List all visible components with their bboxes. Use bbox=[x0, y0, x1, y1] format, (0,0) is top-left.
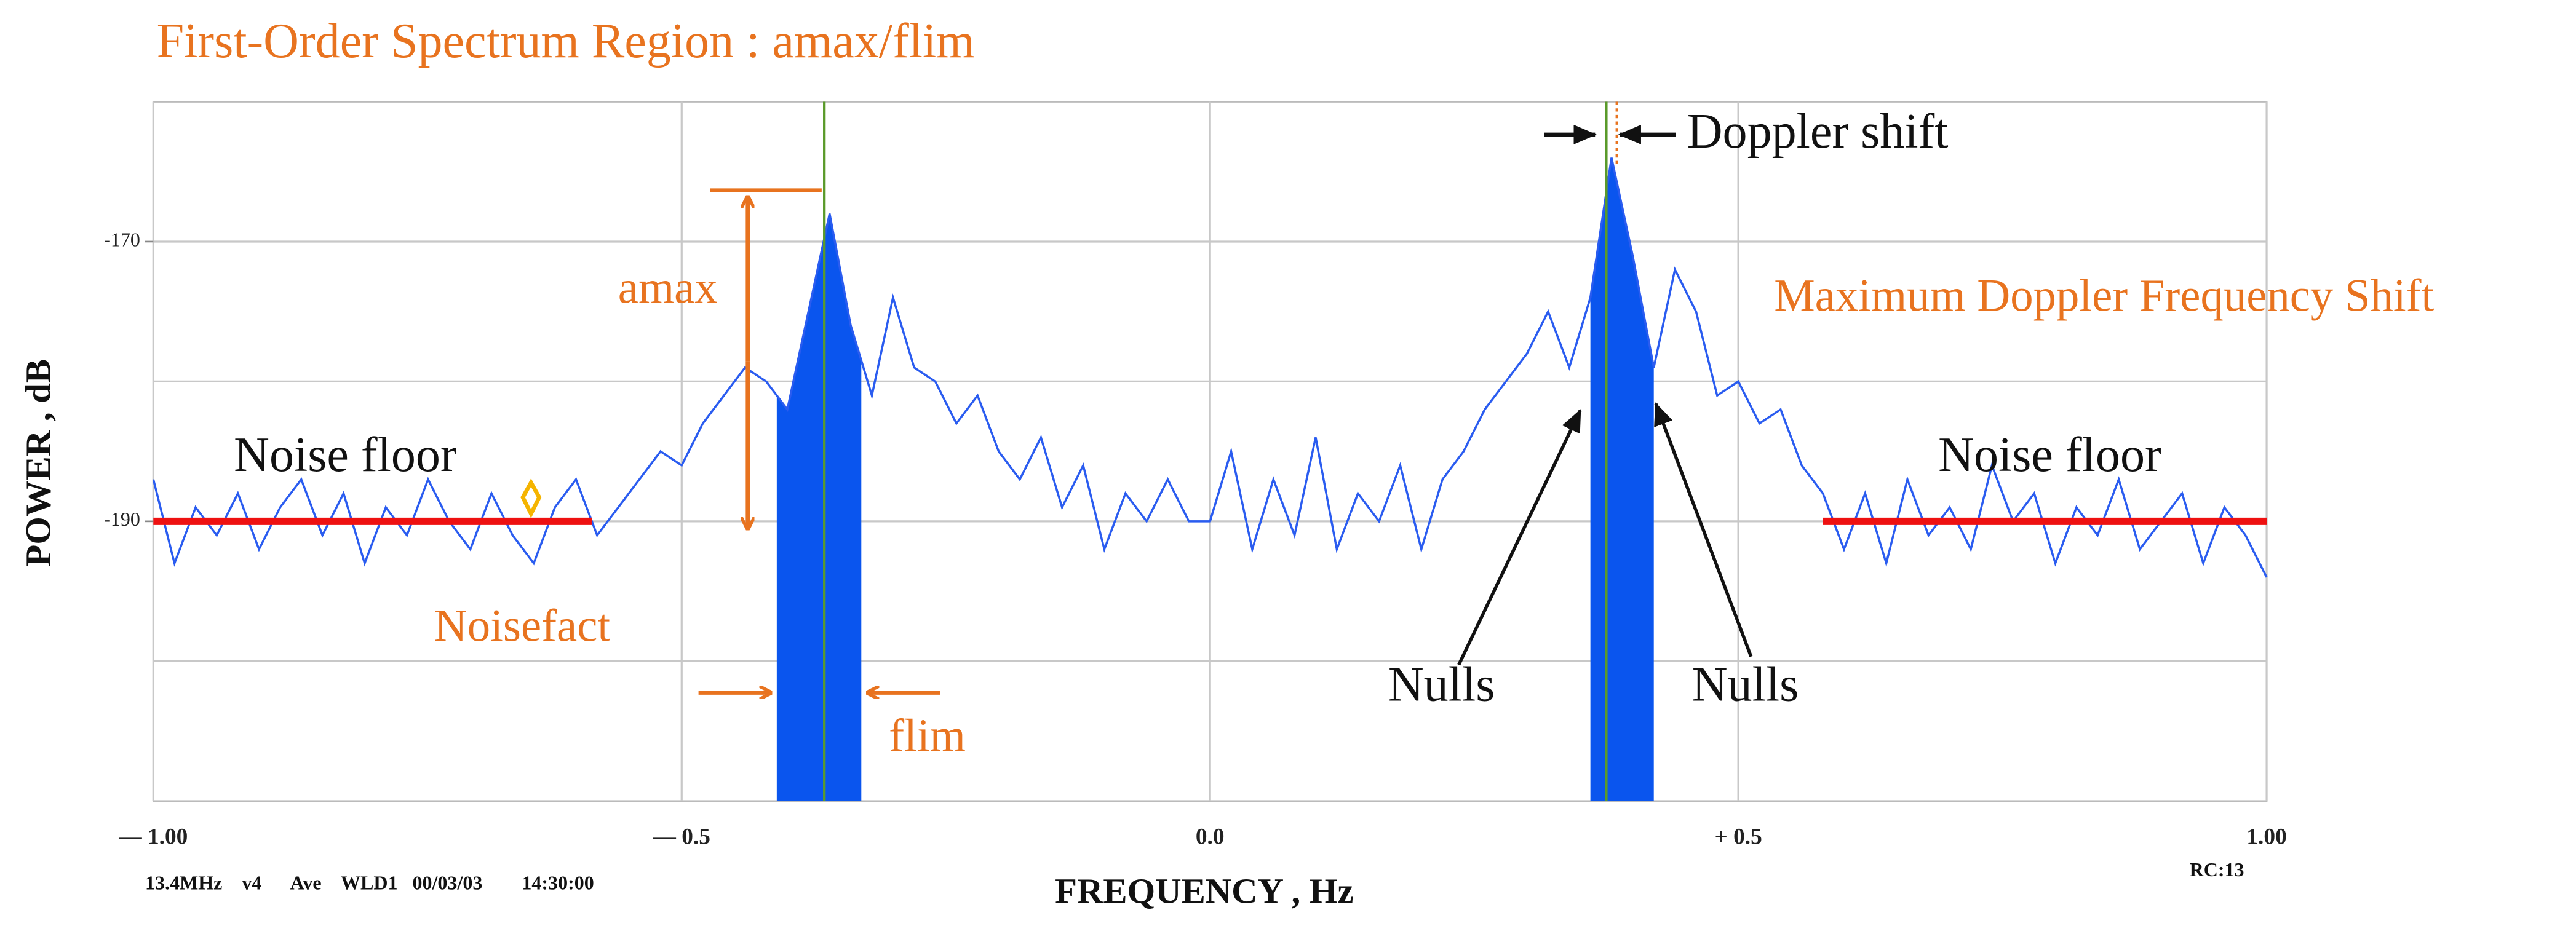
annotation: amax bbox=[618, 262, 718, 313]
x-axis-title: FREQUENCY , Hz bbox=[1055, 871, 1353, 911]
footer-info: 13.4MHz v4 Ave WLD1 00/03/03 14:30:00 bbox=[145, 871, 594, 893]
annotation: flim bbox=[889, 710, 966, 761]
nulls-arrow bbox=[1457, 408, 1582, 666]
x-tick-label: 1.00 bbox=[2246, 825, 2286, 850]
annotation: Noise floor bbox=[234, 428, 457, 482]
noisefact-marker bbox=[520, 478, 542, 519]
annotation: Noise floor bbox=[1938, 428, 2161, 482]
chart-title: First-Order Spectrum Region : amax/flim bbox=[157, 14, 975, 68]
annotation: Maximum Doppler Frequency Shift bbox=[1774, 271, 2434, 322]
annotation: Doppler shift bbox=[1687, 105, 1949, 159]
y-tick-label: -170 bbox=[104, 228, 140, 250]
x-tick-label: 0.0 bbox=[1196, 825, 1225, 850]
nulls-arrow bbox=[1654, 402, 1753, 657]
footer-rc: RC:13 bbox=[2190, 858, 2244, 881]
y-tick-label: -190 bbox=[104, 508, 140, 530]
annotation: Noisefact bbox=[434, 600, 611, 651]
x-tick-label: + 0.5 bbox=[1714, 825, 1762, 850]
annotation: Nulls bbox=[1388, 658, 1495, 712]
y-axis-title: POWER , dB bbox=[18, 359, 58, 567]
x-tick-label: — 1.00 bbox=[118, 825, 188, 850]
annotation: Nulls bbox=[1692, 658, 1799, 712]
x-tick-label: — 0.5 bbox=[653, 825, 710, 850]
marks bbox=[152, 101, 2268, 801]
annotations: amax Noisefact flim Noise floor Noise fl… bbox=[234, 105, 2434, 761]
